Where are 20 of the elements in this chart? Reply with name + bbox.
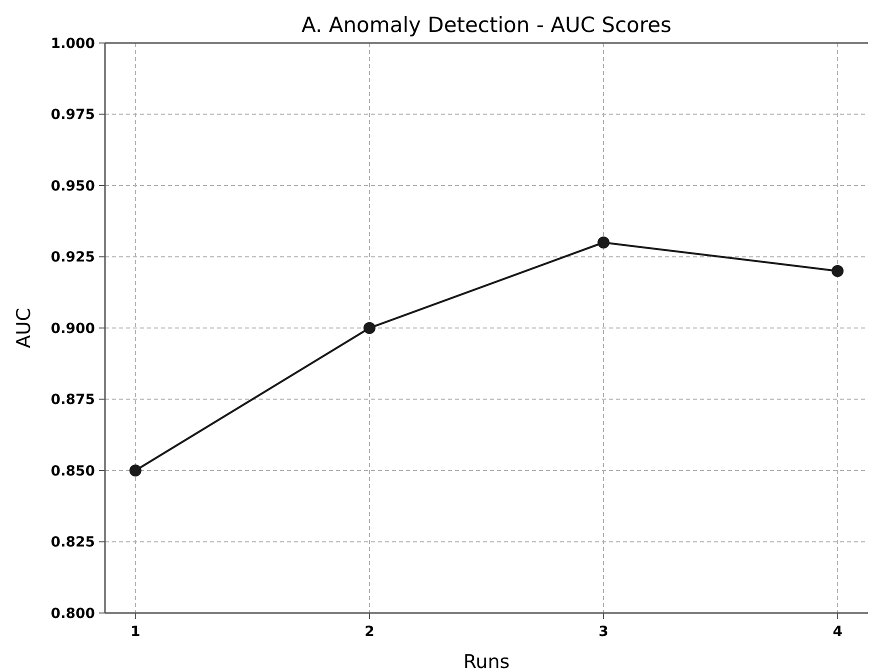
x-tick-label: 1 xyxy=(130,624,140,640)
chart-title: A. Anomaly Detection - AUC Scores xyxy=(302,13,672,37)
y-tick-label: 0.950 xyxy=(50,178,96,194)
point xyxy=(129,464,142,476)
y-tick-label: 0.850 xyxy=(50,463,96,480)
y-tick-label: 0.800 xyxy=(50,606,96,622)
point xyxy=(598,236,610,248)
y-tick-label: 0.900 xyxy=(50,320,96,337)
y-tick-label: 0.925 xyxy=(50,250,95,266)
y-tick-label: 0.975 xyxy=(50,107,95,124)
y-tick-label: 0.875 xyxy=(50,392,95,408)
y-tick-label: 1.000 xyxy=(50,36,96,52)
x-tick-label: 4 xyxy=(832,624,843,640)
x-axis-title: Runs xyxy=(463,651,510,672)
x-tick-label: 2 xyxy=(364,624,374,640)
point xyxy=(363,322,376,334)
point xyxy=(832,265,844,277)
y-tick-label: 0.825 xyxy=(50,534,95,551)
x-tick-label: 3 xyxy=(598,624,608,640)
y-axis-title: AUC xyxy=(13,308,35,348)
